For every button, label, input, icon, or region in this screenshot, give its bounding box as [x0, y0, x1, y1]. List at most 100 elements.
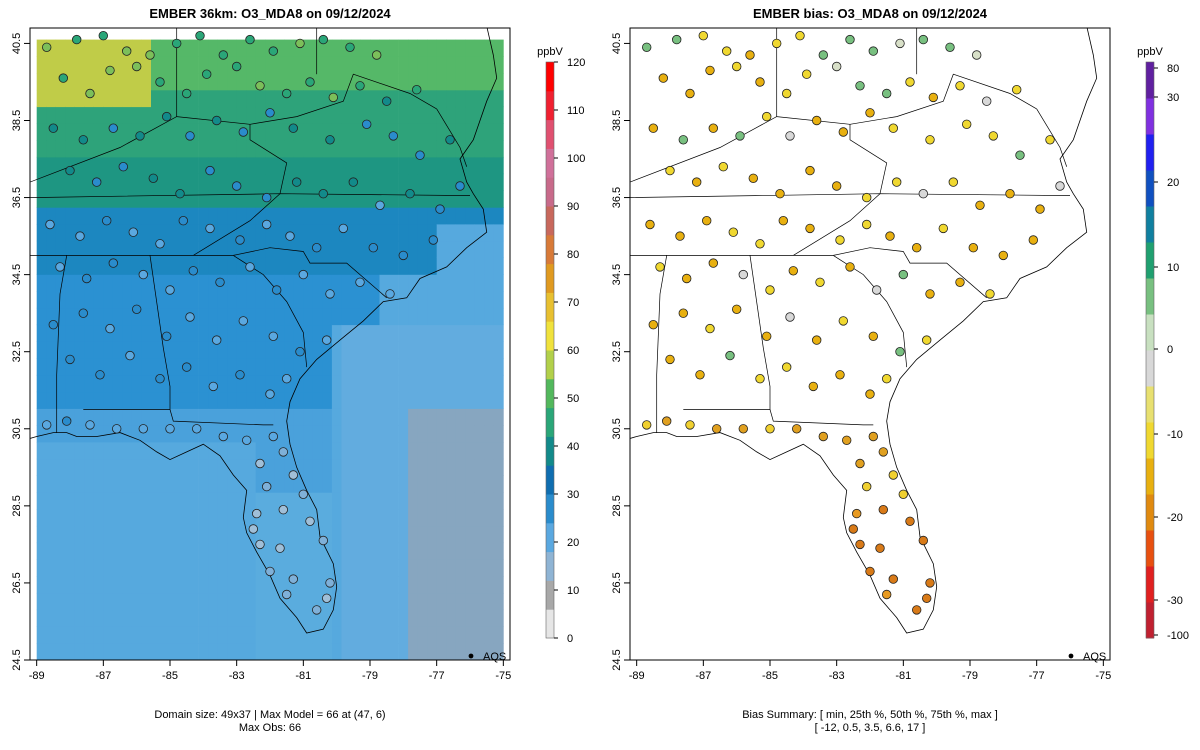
site-marker	[78, 135, 89, 145]
model-grid-cell	[493, 123, 504, 141]
model-grid-cell	[93, 240, 104, 258]
model-grid-cell	[255, 576, 266, 594]
y-tick-label: 34.5	[11, 264, 23, 285]
model-grid-cell	[227, 56, 237, 74]
site-marker	[865, 566, 875, 577]
model-grid-cell	[370, 156, 380, 175]
model-grid-cell	[208, 291, 218, 309]
model-grid-cell	[331, 224, 342, 242]
model-grid-cell	[274, 391, 285, 409]
model-grid-cell	[493, 341, 504, 359]
model-grid-cell	[455, 475, 466, 493]
model-grid-cell	[112, 391, 123, 409]
model-grid-cell	[427, 207, 437, 225]
model-grid-cell	[436, 341, 447, 359]
model-grid-cell	[189, 475, 199, 493]
model-grid-cell	[293, 609, 304, 627]
model-grid-cell	[227, 592, 237, 611]
colorbar-segment	[546, 494, 554, 524]
model-grid-cell	[303, 89, 314, 108]
model-grid-cell	[493, 626, 504, 644]
site-marker	[215, 277, 225, 288]
model-grid-cell	[484, 73, 495, 91]
model-grid-cell	[331, 324, 342, 342]
model-grid-cell	[379, 123, 390, 141]
model-grid-cell	[55, 475, 66, 493]
model-grid-cell	[112, 324, 123, 342]
model-grid-cell	[227, 391, 237, 409]
model-grid-cell	[236, 492, 247, 510]
model-grid-cell	[455, 592, 466, 611]
model-grid-cell	[303, 475, 314, 493]
model-grid-cell	[170, 274, 180, 292]
model-grid-cell	[436, 224, 447, 242]
model-grid-cell	[293, 626, 304, 644]
model-grid-cell	[360, 207, 371, 225]
model-grid-cell	[84, 525, 95, 544]
model-grid-cell	[74, 492, 85, 510]
model-grid-cell	[389, 442, 399, 460]
model-grid-cell	[446, 207, 457, 225]
site-marker	[862, 219, 872, 230]
model-grid-cell	[122, 89, 133, 108]
model-grid-cell	[189, 224, 199, 242]
model-grid-cell	[312, 458, 323, 476]
colorbar-tick-label: 100	[567, 153, 585, 165]
model-grid-cell	[493, 509, 504, 527]
model-grid-cell	[189, 542, 199, 560]
model-grid-cell	[341, 374, 352, 393]
site-marker	[248, 524, 259, 534]
model-grid-cell	[179, 73, 190, 91]
model-grid-cell	[131, 626, 142, 644]
model-grid-cell	[74, 240, 85, 258]
model-grid-cell	[74, 408, 85, 426]
model-grid-cell	[303, 391, 314, 409]
model-grid-cell	[274, 73, 285, 91]
plot-frame	[629, 27, 1111, 661]
model-grid-cell	[217, 89, 228, 108]
model-grid-cell	[141, 56, 152, 74]
state-border	[683, 409, 874, 426]
model-grid-cell	[141, 291, 152, 309]
model-grid-cell	[465, 509, 476, 527]
model-grid-cell	[303, 274, 314, 292]
model-grid-cell	[331, 73, 342, 91]
model-grid-cell	[227, 207, 237, 225]
model-grid-cell	[55, 274, 66, 292]
model-grid-cell	[246, 56, 257, 74]
model-grid-cell	[446, 525, 457, 544]
model-grid-cell	[170, 425, 180, 443]
model-grid-cell	[122, 542, 133, 560]
model-grid-cell	[265, 173, 276, 191]
site-marker	[791, 424, 802, 434]
model-grid-cell	[46, 224, 57, 242]
site-marker	[675, 231, 685, 241]
model-grid-cell	[436, 307, 447, 326]
colorbar-segment	[546, 263, 554, 293]
model-grid-cell	[293, 525, 304, 544]
model-grid-cell	[408, 391, 418, 409]
model-grid-cell	[55, 643, 66, 660]
site-marker	[235, 235, 245, 245]
model-grid-cell	[84, 492, 95, 510]
model-grid-cell	[84, 609, 95, 627]
model-grid-cell	[236, 140, 247, 158]
site-marker	[885, 231, 895, 241]
model-grid-cell	[493, 173, 504, 191]
model-grid-cell	[112, 643, 123, 660]
model-grid-cell	[474, 442, 485, 460]
model-grid-cell	[484, 106, 495, 124]
model-grid-cell	[65, 626, 76, 644]
model-grid-cell	[255, 643, 266, 660]
model-grid-cell	[265, 626, 276, 644]
model-grid-cell	[360, 190, 371, 208]
model-grid-cell	[36, 643, 47, 660]
site-marker	[838, 127, 849, 137]
model-grid-cell	[446, 190, 457, 208]
model-grid-cell	[208, 542, 218, 560]
colorbar-segment	[1146, 278, 1154, 315]
model-grid-cell	[227, 542, 237, 560]
model-grid-cell	[398, 626, 409, 644]
model-grid-cell	[141, 173, 152, 191]
model-grid-cell	[131, 207, 142, 225]
